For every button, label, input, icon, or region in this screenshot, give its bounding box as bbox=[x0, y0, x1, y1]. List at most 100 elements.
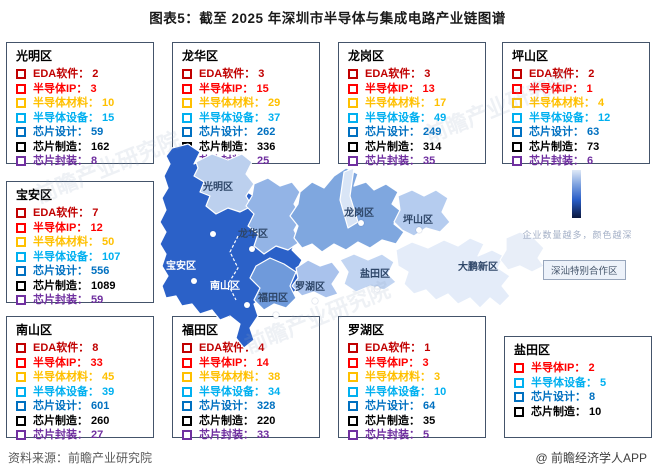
category-label-value: 半导体材料： 4 bbox=[529, 97, 605, 110]
category-label-value: 芯片设计： 59 bbox=[33, 126, 104, 139]
category-label-value: 半导体材料： 3 bbox=[365, 371, 441, 384]
category-row: 半导体材料： 3 bbox=[348, 370, 485, 385]
district-box-luohu: 罗湖区 EDA软件： 1 半导体IP： 3 半导体材料： 3 半导体设备： 10 芯片设计… bbox=[338, 316, 486, 441]
category-bullet-icon bbox=[348, 386, 358, 397]
category-row: 芯片封装： 25 bbox=[182, 154, 319, 169]
category-row: 芯片制造： 1089 bbox=[16, 279, 153, 294]
map-label-dapeng: 大鹏新区 bbox=[458, 262, 498, 273]
category-label-value: 半导体设备： 39 bbox=[33, 385, 115, 398]
category-label-value: 芯片设计： 556 bbox=[33, 265, 110, 278]
category-bullet-icon bbox=[16, 386, 26, 397]
category-label-value: EDA软件： 7 bbox=[33, 207, 99, 220]
category-row: 半导体设备： 5 bbox=[514, 376, 651, 391]
category-row: EDA软件： 7 bbox=[16, 206, 153, 221]
map-district-futian bbox=[249, 257, 297, 311]
district-title: 光明区 bbox=[16, 49, 53, 63]
category-row: 半导体材料： 4 bbox=[512, 96, 649, 111]
district-title: 福田区 bbox=[182, 323, 219, 337]
map-marker-dot bbox=[244, 302, 250, 308]
category-bullet-icon bbox=[16, 141, 26, 152]
category-row: EDA软件： 2 bbox=[512, 67, 649, 82]
category-label-value: 芯片封装： 59 bbox=[33, 294, 104, 307]
map-label-longhua: 龙华区 bbox=[238, 229, 268, 240]
category-row: 芯片设计： 328 bbox=[182, 399, 319, 414]
category-bullet-icon bbox=[348, 430, 358, 441]
category-bullet-icon bbox=[16, 343, 26, 354]
map-label-baoan: 宝安区 bbox=[166, 261, 196, 272]
category-row: 半导体IP： 33 bbox=[16, 356, 153, 371]
district-title: 龙岗区 bbox=[348, 49, 385, 63]
category-label-value: 半导体IP： 1 bbox=[529, 82, 593, 95]
category-row: 半导体设备： 10 bbox=[348, 385, 485, 400]
category-bullet-icon bbox=[16, 415, 26, 426]
category-label-value: 芯片封装： 25 bbox=[199, 155, 270, 168]
map-marker-dot bbox=[191, 278, 197, 284]
category-bullet-icon bbox=[16, 357, 26, 368]
map-label-guangming: 光明区 bbox=[203, 182, 233, 193]
category-label-value: 半导体IP： 13 bbox=[365, 82, 435, 95]
category-label-value: 芯片封装： 8 bbox=[33, 155, 98, 168]
category-label-value: 半导体材料： 50 bbox=[33, 236, 115, 249]
category-label-value: 半导体设备： 12 bbox=[529, 111, 611, 124]
category-label-value: 芯片制造： 162 bbox=[33, 140, 110, 153]
category-row: 半导体材料： 29 bbox=[182, 96, 319, 111]
category-bullet-icon bbox=[512, 98, 522, 109]
category-label-value: EDA软件： 3 bbox=[365, 68, 431, 81]
category-label-value: 半导体设备： 37 bbox=[199, 111, 281, 124]
category-label-value: EDA软件： 2 bbox=[33, 68, 99, 81]
map-district-dapeng bbox=[395, 237, 511, 309]
map-district-longgang bbox=[289, 167, 405, 253]
category-bullet-icon bbox=[348, 83, 358, 94]
category-label-value: EDA软件： 8 bbox=[33, 342, 99, 355]
district-box-futian: 福田区 EDA软件： 4 半导体IP： 14 半导体材料： 38 半导体设备： 34 芯片… bbox=[172, 316, 320, 441]
category-row: 半导体材料： 50 bbox=[16, 235, 153, 250]
district-title: 龙华区 bbox=[182, 49, 219, 63]
category-bullet-icon bbox=[16, 266, 26, 277]
category-label-value: 半导体IP： 15 bbox=[199, 82, 269, 95]
category-label-value: 芯片设计： 262 bbox=[199, 126, 276, 139]
map-marker-dot bbox=[374, 286, 380, 292]
district-box-pingshan: 坪山区 EDA软件： 2 半导体IP： 1 半导体材料： 4 半导体设备： 12 芯片设计… bbox=[502, 42, 650, 167]
district-box-longhua: 龙华区 EDA软件： 3 半导体IP： 15 半导体材料： 29 半导体设备： 37 芯片… bbox=[172, 42, 320, 167]
category-bullet-icon bbox=[182, 372, 192, 383]
category-bullet-icon bbox=[16, 401, 26, 412]
category-label-value: 半导体材料： 45 bbox=[33, 371, 115, 384]
category-bullet-icon bbox=[16, 112, 26, 123]
category-row: 半导体IP： 3 bbox=[348, 356, 485, 371]
category-row: EDA软件： 1 bbox=[348, 341, 485, 356]
category-bullet-icon bbox=[512, 141, 522, 152]
category-row: 芯片封装： 59 bbox=[16, 293, 153, 308]
category-row: 半导体IP： 2 bbox=[514, 361, 651, 376]
category-bullet-icon bbox=[348, 112, 358, 123]
category-label-value: 芯片制造： 336 bbox=[199, 140, 276, 153]
category-row: 半导体IP： 14 bbox=[182, 356, 319, 371]
category-label-value: 半导体材料： 29 bbox=[199, 97, 281, 110]
map-label-futian: 福田区 bbox=[258, 293, 288, 304]
category-bullet-icon bbox=[348, 343, 358, 354]
category-row: 芯片设计： 556 bbox=[16, 264, 153, 279]
category-bullet-icon bbox=[348, 372, 358, 383]
district-box-guangming: 光明区 EDA软件： 2 半导体IP： 3 半导体材料： 10 半导体设备： 15 芯片设… bbox=[6, 42, 154, 167]
category-bullet-icon bbox=[348, 357, 358, 368]
category-bullet-icon bbox=[182, 127, 192, 138]
category-bullet-icon bbox=[182, 343, 192, 354]
category-row: 芯片制造： 162 bbox=[16, 140, 153, 155]
category-bullet-icon bbox=[182, 415, 192, 426]
category-row: 半导体IP： 3 bbox=[16, 82, 153, 97]
data-source-note: 资料来源：前瞻产业研究院 bbox=[8, 451, 153, 465]
category-row: 半导体IP： 13 bbox=[348, 82, 485, 97]
map-district-yantian bbox=[339, 253, 397, 293]
category-bullet-icon bbox=[512, 69, 522, 80]
district-box-baoan: 宝安区 EDA软件： 7 半导体IP： 12 半导体材料： 50 半导体设备： 107 芯… bbox=[6, 181, 154, 306]
category-label-value: 芯片封装： 33 bbox=[199, 429, 270, 442]
category-label-value: 芯片制造： 314 bbox=[365, 140, 442, 153]
category-label-value: 半导体设备： 10 bbox=[365, 385, 447, 398]
category-bullet-icon bbox=[16, 69, 26, 80]
category-row: 半导体材料： 38 bbox=[182, 370, 319, 385]
category-label-value: 芯片制造： 10 bbox=[531, 405, 602, 418]
category-label-value: EDA软件： 4 bbox=[199, 342, 265, 355]
category-row: 芯片制造： 10 bbox=[514, 405, 651, 420]
category-bullet-icon bbox=[16, 251, 26, 262]
category-bullet-icon bbox=[182, 357, 192, 368]
